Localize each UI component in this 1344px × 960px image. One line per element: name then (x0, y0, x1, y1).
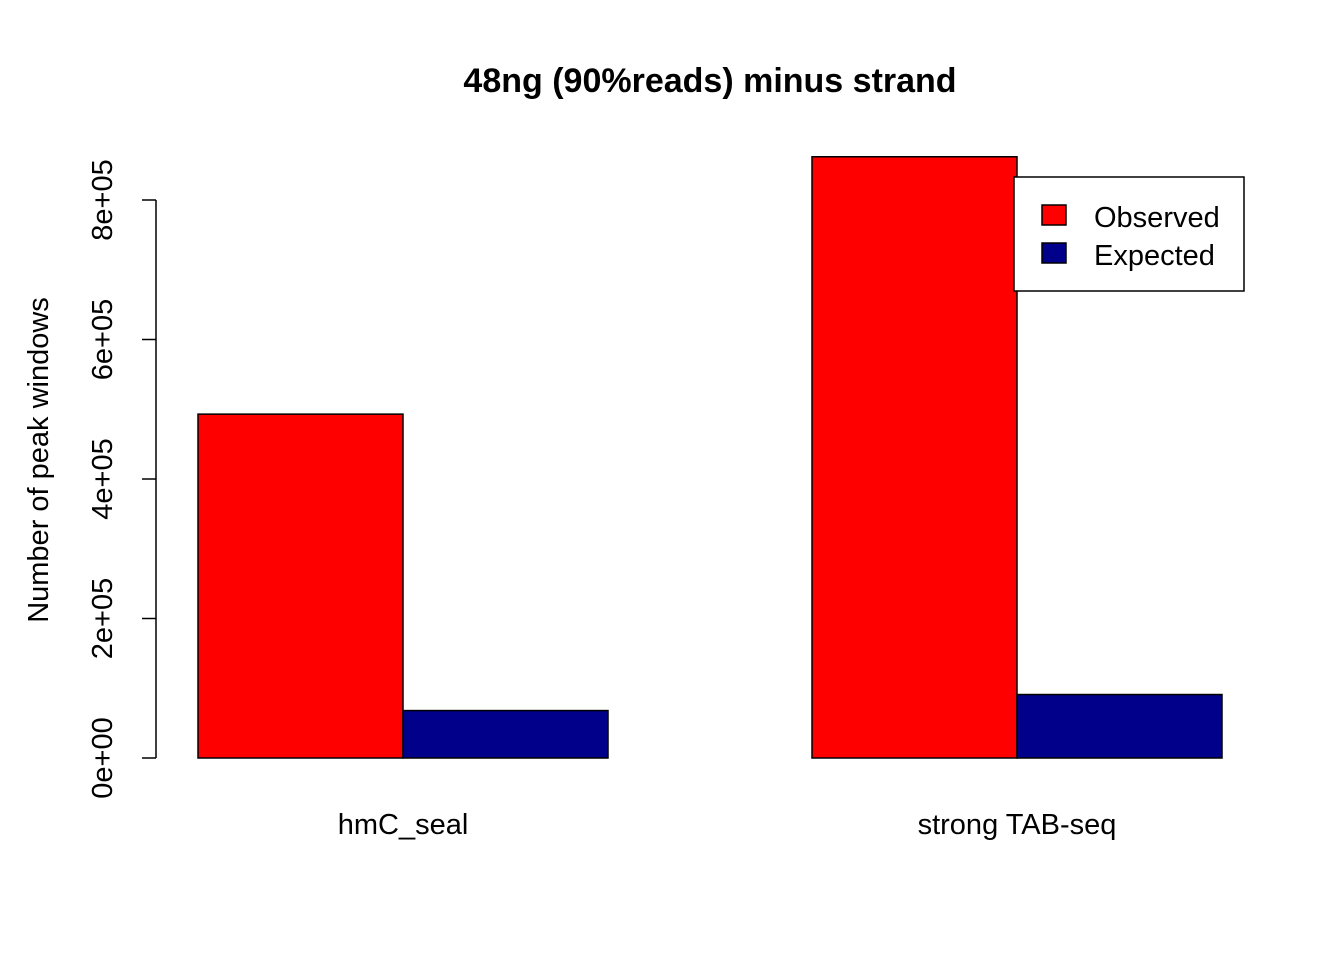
legend-label-observed: Observed (1094, 202, 1220, 234)
legend-label-expected: Expected (1094, 240, 1215, 272)
y-tick-label: 4e+05 (87, 438, 119, 519)
y-axis-label: Number of peak windows (23, 297, 55, 623)
x-tick-label: strong TAB-seq (918, 809, 1117, 841)
chart-title: 48ng (90%reads) minus strand (463, 62, 956, 100)
bar-observed-1 (811, 156, 1018, 759)
legend: Observed Expected (1013, 176, 1245, 292)
y-axis: 0e+00 2e+05 4e+05 6e+05 8e+05 (87, 159, 157, 799)
bars (197, 156, 1223, 759)
y-tick-label: 0e+00 (87, 717, 119, 798)
legend-box (1013, 176, 1245, 292)
x-tick-label: hmC_seal (338, 809, 469, 841)
y-tick-label: 6e+05 (87, 299, 119, 380)
y-tick-label: 2e+05 (87, 578, 119, 659)
y-tick-label: 8e+05 (87, 159, 119, 240)
bar-observed-0 (197, 413, 404, 759)
legend-swatch-expected (1041, 242, 1067, 264)
x-axis-labels: hmC_seal strong TAB-seq (338, 809, 1117, 841)
bar-expected-0 (402, 709, 609, 759)
bar-expected-1 (1016, 693, 1223, 759)
legend-swatch-observed (1041, 204, 1067, 226)
